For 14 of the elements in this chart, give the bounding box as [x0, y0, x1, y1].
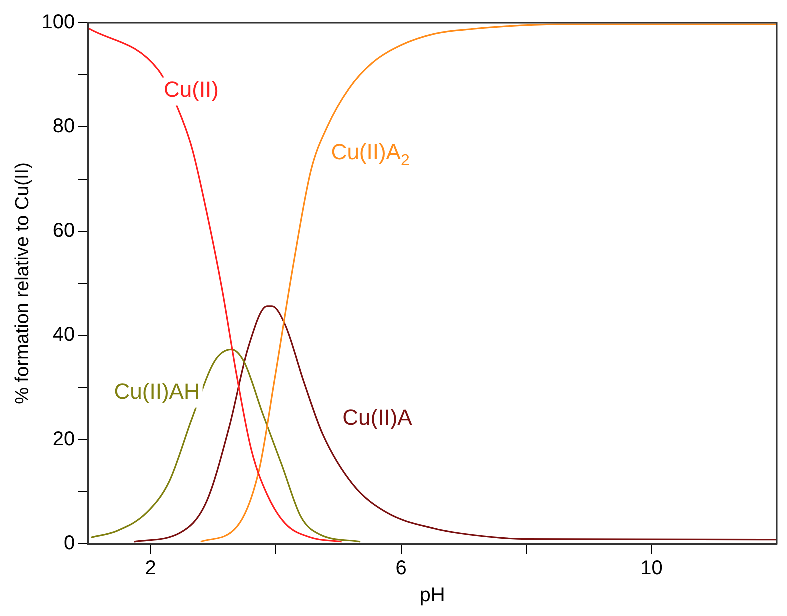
x-tick-label: 10: [640, 558, 663, 580]
y-tick-label: 0: [64, 532, 76, 555]
x-axis-title: pH: [420, 584, 446, 607]
y-tick-label: 80: [52, 116, 76, 138]
y-axis-title: % formation relative to Cu(II): [12, 162, 34, 404]
series-label: Cu(II)A: [342, 405, 413, 430]
x-tick-label: 2: [145, 558, 156, 580]
y-tick-label: 60: [52, 220, 76, 242]
x-tick-label: 6: [396, 558, 407, 580]
y-tick-label: 100: [42, 12, 76, 34]
y-tick-label: 40: [52, 324, 76, 346]
series-label: Cu(II)AH: [114, 378, 200, 404]
y-tick-label: 20: [52, 428, 76, 450]
series-label: Cu(II): [164, 76, 219, 102]
